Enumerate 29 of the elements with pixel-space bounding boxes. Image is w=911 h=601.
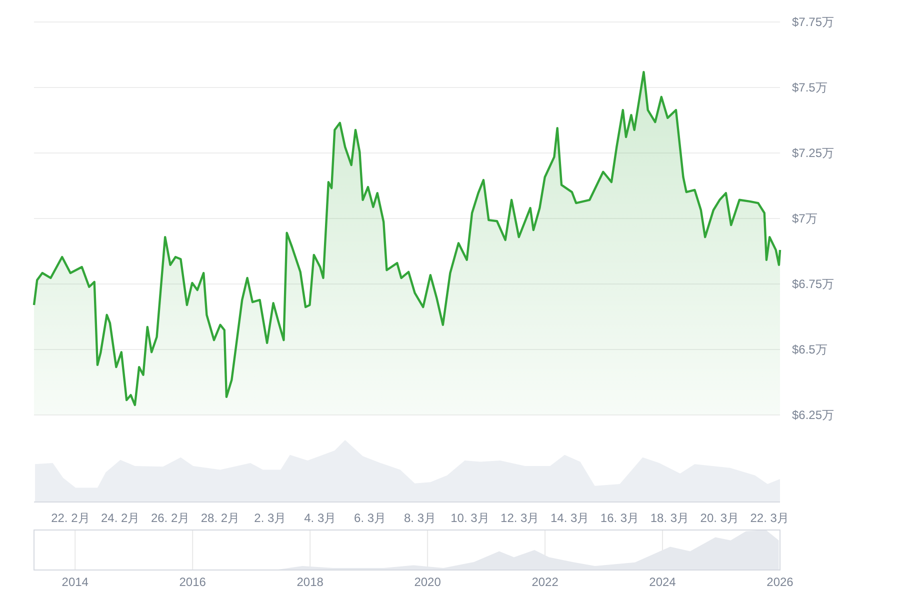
x-tick-label: 22. 3月 <box>750 511 789 525</box>
x-tick-label: 2016 <box>179 575 206 589</box>
x-tick-label: 2026 <box>766 575 794 589</box>
x-tick-label: 6. 3月 <box>354 511 386 525</box>
x-tick-label: 2014 <box>62 575 89 589</box>
y-tick-label: $6.5万 <box>792 342 828 356</box>
x-tick-label: 12. 3月 <box>500 511 540 525</box>
x-tick-label: 10. 3月 <box>450 511 490 525</box>
x-tick-label: 2022 <box>532 575 559 589</box>
x-tick-label: 4. 3月 <box>304 511 336 525</box>
x-tick-label: 22. 2月 <box>51 511 90 525</box>
x-tick-label: 2020 <box>414 575 442 589</box>
x-tick-label: 2024 <box>649 575 676 589</box>
y-tick-label: $7.5万 <box>792 80 828 94</box>
x-tick-label: 18. 3月 <box>650 511 690 525</box>
y-tick-label: $6.25万 <box>792 408 834 422</box>
x-tick-label: 2018 <box>296 575 324 589</box>
x-tick-label: 28. 2月 <box>200 511 240 525</box>
x-tick-label: 2. 3月 <box>254 511 286 525</box>
y-tick-label: $7万 <box>792 212 818 226</box>
y-tick-label: $7.75万 <box>792 15 834 29</box>
x-tick-label: 20. 3月 <box>700 511 740 525</box>
x-tick-label: 24. 2月 <box>101 511 140 525</box>
x-tick-label: 14. 3月 <box>550 511 590 525</box>
x-tick-label: 8. 3月 <box>404 511 436 525</box>
x-tick-label: 26. 2月 <box>150 511 190 525</box>
x-tick-label: 16. 3月 <box>600 511 640 525</box>
y-tick-label: $7.25万 <box>792 146 834 160</box>
y-tick-label: $6.75万 <box>792 277 834 291</box>
